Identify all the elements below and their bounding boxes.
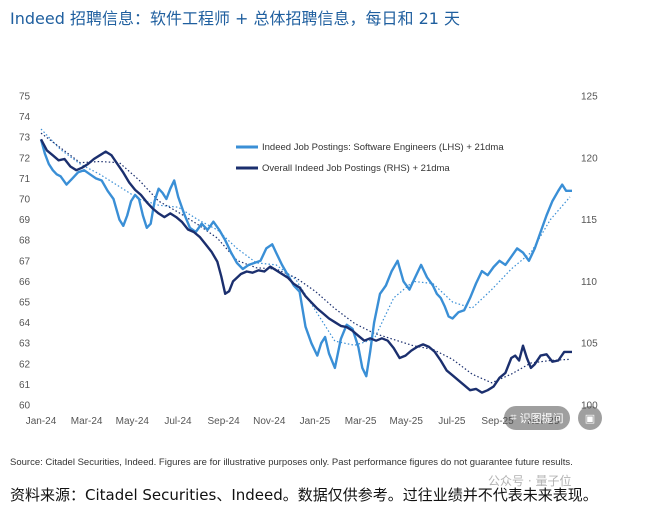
x-tick-label: Jul-24 — [164, 416, 192, 427]
legend-label: Overall Indeed Job Postings (RHS) + 21dm… — [262, 163, 450, 174]
x-tick-label: May-24 — [116, 416, 150, 427]
y-left-tick-label: 72 — [19, 153, 31, 164]
y-left-tick-label: 67 — [19, 256, 31, 267]
y-left-tick-label: 66 — [19, 277, 31, 288]
y-left-tick-label: 69 — [19, 215, 31, 226]
y-axis-left-ticks: 60 61 62 63 64 65 66 67 68 69 70 71 72 73 74 75 — [19, 92, 31, 412]
y-left-tick-label: 60 — [19, 401, 31, 412]
y-right-tick-label: 110 — [581, 277, 597, 288]
y-left-tick-label: 63 — [19, 339, 31, 350]
source-note: Source: Citadel Securities, Indeed. Figu… — [10, 457, 573, 468]
series-line-0 — [39, 138, 572, 378]
scan-icon: ⌗ — [510, 411, 517, 424]
watermark: 公众号 · 量子位 — [488, 474, 572, 488]
y-right-tick-label: 120 — [581, 153, 598, 164]
caption: 资料来源：Citadel Securities、Indeed。数据仅供参考。过往… — [10, 486, 598, 504]
y-axis-right-ticks: 100105110115120125 — [581, 92, 598, 412]
y-left-tick-label: 75 — [19, 92, 31, 103]
x-tick-label: May-25 — [390, 416, 424, 427]
y-left-tick-label: 65 — [19, 298, 31, 309]
y-left-tick-label: 74 — [19, 112, 31, 123]
x-tick-label: Mar-25 — [345, 416, 377, 427]
y-left-tick-label: 64 — [19, 318, 31, 329]
x-axis-ticks: Jan-24 Mar-24 May-24 Jul-24 Sep-24 Nov-24 Jan-… — [26, 416, 560, 427]
x-tick-label: Sep-24 — [207, 416, 240, 427]
legend-label: Indeed Job Postings: Software Engineers … — [262, 142, 504, 153]
y-right-tick-label: 115 — [581, 215, 597, 226]
image-edit-icon: ▣ — [584, 411, 596, 425]
x-tick-label: Sep-25 — [481, 416, 514, 427]
page-title: Indeed 招聘信息：软件工程师 + 总体招聘信息，每日和 21 天 — [10, 9, 461, 28]
series-line-2 — [40, 128, 571, 346]
x-tick-label: Mar-24 — [71, 416, 103, 427]
x-tick-label: Nov-24 — [253, 416, 286, 427]
ocr-button[interactable]: ⌗ 识图提问 — [504, 406, 570, 430]
legend: Indeed Job Postings: Software Engineers … — [236, 142, 504, 174]
y-left-tick-label: 73 — [19, 133, 31, 144]
y-right-tick-label: 125 — [581, 92, 598, 103]
series-line-1 — [39, 138, 572, 394]
y-left-tick-label: 61 — [19, 380, 31, 391]
y-left-tick-label: 68 — [19, 236, 31, 247]
x-tick-label: Jan-25 — [300, 416, 331, 427]
x-tick-label: Jan-24 — [26, 416, 57, 427]
y-left-tick-label: 62 — [19, 359, 31, 370]
series-line-3 — [40, 132, 571, 384]
series-layer — [39, 128, 572, 394]
image-edit-button[interactable]: ▣ — [578, 406, 602, 430]
y-left-tick-label: 70 — [19, 195, 31, 206]
y-left-tick-label: 71 — [19, 174, 31, 185]
y-right-tick-label: 105 — [581, 339, 598, 350]
ocr-button-label: 识图提问 — [519, 412, 564, 425]
x-tick-label: Jul-25 — [438, 416, 466, 427]
